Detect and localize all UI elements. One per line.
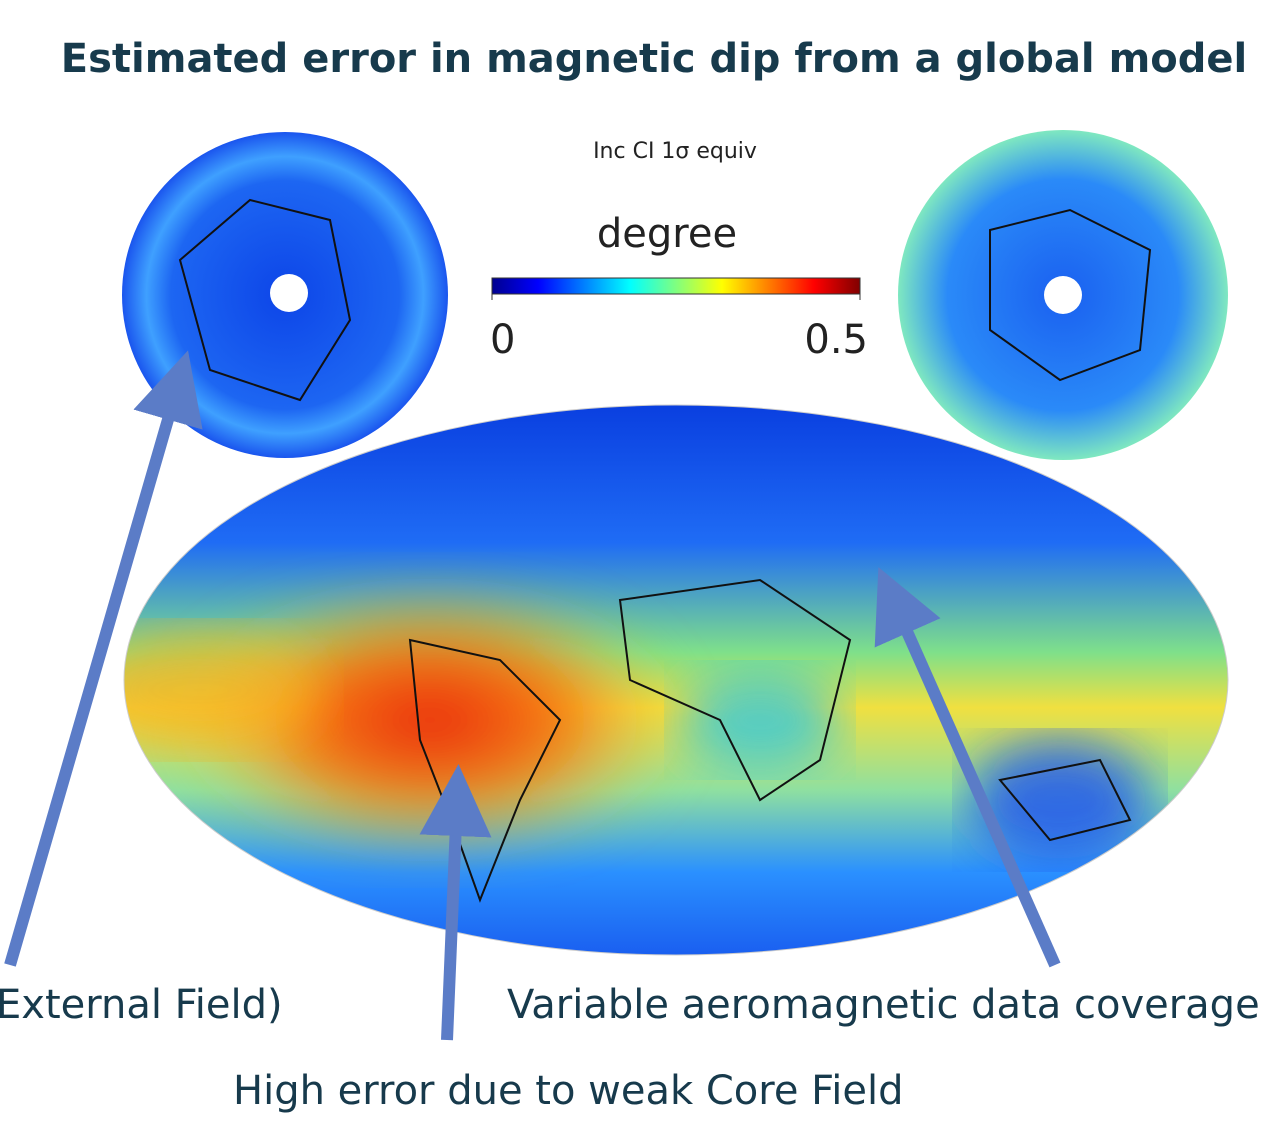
arrows bbox=[4, 350, 1061, 1041]
annotation: Variable aeromagnetic data coverage bbox=[507, 982, 1260, 1028]
global-map bbox=[123, 404, 1229, 956]
colorbar-tick-label: 0 bbox=[490, 317, 515, 363]
south-polar-map bbox=[898, 130, 1228, 460]
annotation: External Field) bbox=[0, 982, 283, 1028]
north-polar-map bbox=[122, 132, 448, 458]
colorbar: Inc CI 1σ equiv degree 0 0.5 bbox=[490, 139, 868, 363]
colorbar-tick-label: 0.5 bbox=[804, 317, 868, 363]
colorbar-scale bbox=[491, 277, 861, 295]
annotation: High error due to weak Core Field bbox=[233, 1068, 903, 1114]
colorbar-title: Inc CI 1σ equiv bbox=[593, 139, 757, 164]
title: Estimated error in magnetic dip from a g… bbox=[61, 36, 1247, 82]
colorbar-unit: degree bbox=[597, 211, 737, 257]
